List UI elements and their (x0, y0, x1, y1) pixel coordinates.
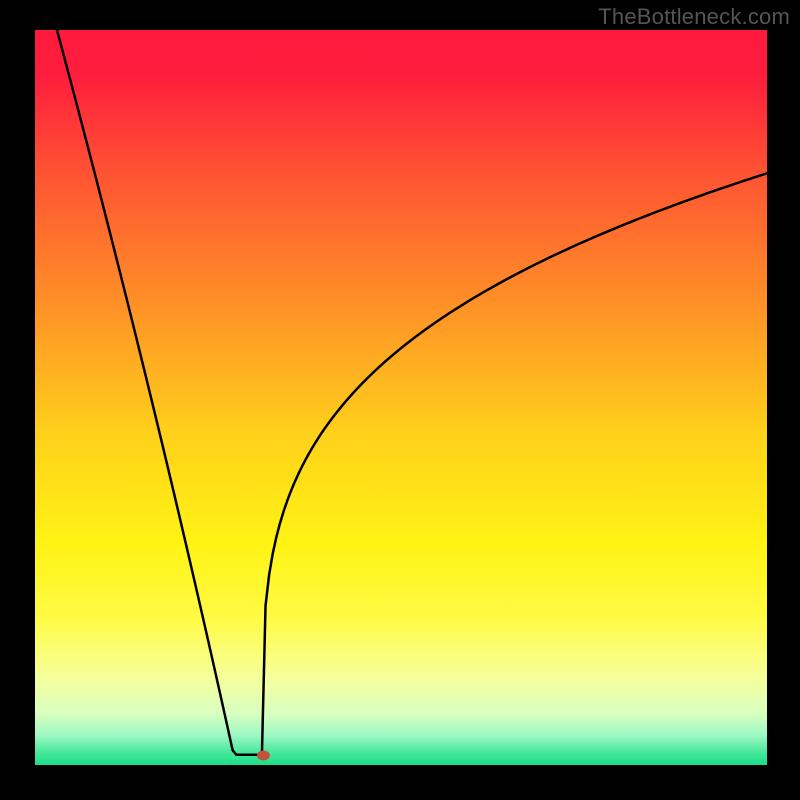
watermark-text: TheBottleneck.com (598, 4, 790, 30)
plot-area (35, 30, 767, 765)
chart-stage: TheBottleneck.com (0, 0, 800, 800)
bottleneck-chart (0, 0, 800, 800)
optimal-point-marker (257, 750, 270, 760)
